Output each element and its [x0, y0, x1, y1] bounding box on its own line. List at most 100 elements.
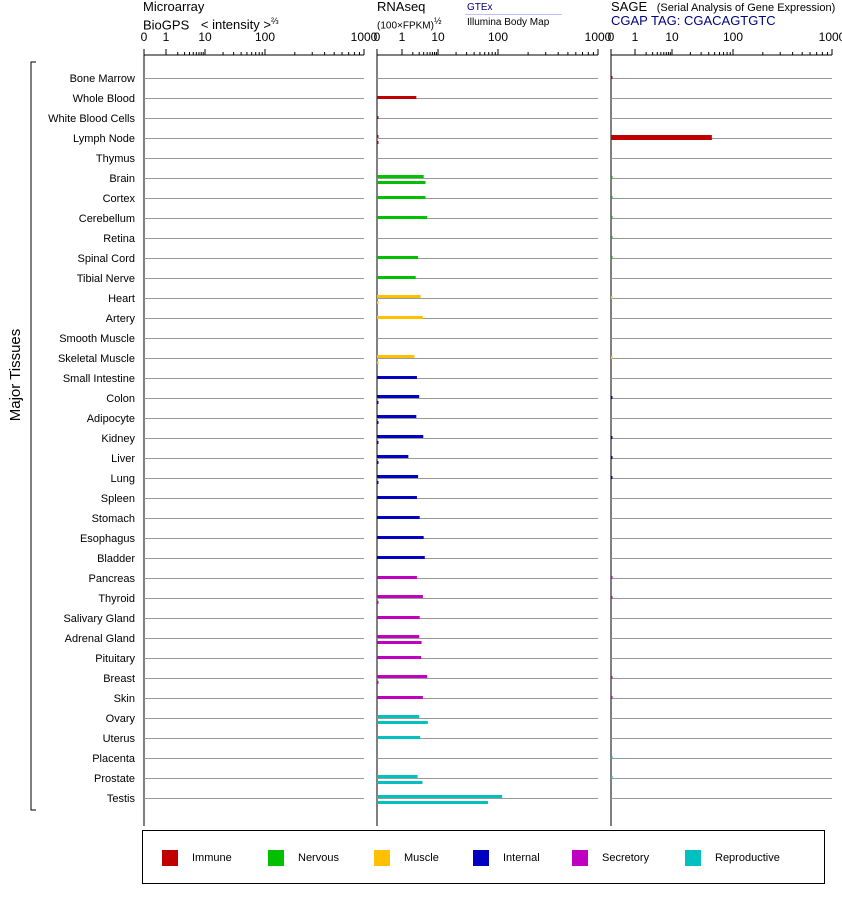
microarray-subtitle: BioGPS < intensity >⅔: [143, 14, 279, 32]
rnaseq-bar: [377, 216, 428, 219]
tissue-label: Stomach: [92, 513, 135, 525]
tissue-row: Liver: [111, 453, 832, 465]
tissue-label: Skeletal Muscle: [58, 353, 135, 365]
rnaseq-bar: [377, 256, 419, 259]
rnaseq-bar: [377, 635, 420, 638]
tissue-row: Cerebellum: [79, 213, 832, 225]
rnaseq-bar: [377, 175, 424, 178]
sage-bar: [611, 216, 613, 219]
rnaseq-bar: [377, 556, 425, 559]
legend-label-immune: Immune: [192, 852, 232, 864]
tissue-label: Breast: [103, 673, 135, 685]
rnaseq-bar: [377, 775, 418, 778]
sage-bar: [611, 696, 613, 699]
sage-title-row: SAGE (Serial Analysis of Gene Expression…: [611, 0, 835, 15]
tissue-label: Adrenal Gland: [65, 633, 135, 645]
rnaseq-bar: [377, 536, 424, 539]
tissue-label: Testis: [107, 793, 136, 805]
tissue-row: Placenta: [92, 753, 832, 765]
sage-tick-label: 0: [608, 30, 615, 44]
tissue-label: Lymph Node: [73, 133, 135, 145]
tissue-label: Cerebellum: [79, 213, 135, 225]
rnaseq-bar: [377, 656, 422, 659]
microarray-tick-label: 1: [163, 30, 170, 44]
microarray-intensity-label: < intensity >: [200, 17, 271, 33]
microarray-source: BioGPS: [143, 17, 190, 33]
rnaseq-bar: [377, 675, 428, 678]
rnaseq-bar: [377, 361, 379, 364]
rnaseq-bar: [377, 276, 416, 279]
rnaseq-bar: [377, 181, 426, 184]
sage-bar: [611, 456, 613, 459]
sage-bar: [611, 776, 613, 779]
tissue-row: Cortex: [103, 193, 832, 205]
tissue-label: Ovary: [106, 713, 136, 725]
legend-swatch-reproductive: [685, 850, 701, 866]
rnaseq-bar: [377, 496, 417, 499]
tissue-row: Thymus: [96, 153, 832, 165]
rnaseq-source-divider: [465, 14, 562, 15]
sage-bar: [611, 476, 613, 479]
tissue-label: Bladder: [97, 553, 135, 565]
tissue-label: Thymus: [96, 153, 136, 165]
tissue-label: Prostate: [94, 773, 135, 785]
rnaseq-source-gtex: GTEx: [467, 2, 493, 13]
sage-bar: [611, 256, 613, 259]
tissue-label: Bone Marrow: [70, 73, 135, 85]
rnaseq-bar: [377, 616, 420, 619]
tissue-label: Skin: [114, 693, 135, 705]
sage-bar: [611, 176, 613, 179]
rnaseq-bar: [377, 461, 379, 464]
rnaseq-bar: [377, 116, 379, 119]
tissue-row: Pituitary: [95, 653, 832, 665]
rnaseq-exponent: ½: [433, 16, 442, 26]
sage-bar: [611, 236, 613, 239]
legend-item-internal: Internal: [473, 850, 540, 866]
rnaseq-bar: [377, 641, 422, 644]
sage-bar: [611, 196, 613, 199]
tissue-label: Whole Blood: [73, 93, 135, 105]
microarray-tick-label: 0: [141, 30, 148, 44]
tissue-row: Breast: [103, 673, 832, 685]
rnaseq-bar: [377, 801, 488, 804]
tissue-row: Small Intestine: [63, 373, 832, 385]
tissue-row: White Blood Cells: [48, 113, 832, 125]
rnaseq-source-illumina: Illumina Body Map: [467, 17, 550, 28]
tissue-group-bracket: [30, 61, 36, 811]
rnaseq-tick-label: 10: [431, 30, 445, 44]
microarray-tick-label: 1000: [351, 30, 378, 44]
microarray-tick-label: 100: [255, 30, 275, 44]
sage-bar: [611, 396, 613, 399]
sage-bar: [611, 756, 613, 759]
rnaseq-bar: [377, 455, 409, 458]
rnaseq-bar: [377, 781, 423, 784]
tissue-label: Pituitary: [95, 653, 135, 665]
sage-tick-label: 1: [632, 30, 639, 44]
legend-item-muscle: Muscle: [374, 850, 439, 866]
rnaseq-bar: [377, 96, 417, 99]
tissue-row: Pancreas: [89, 573, 832, 585]
tissue-label: Kidney: [101, 433, 135, 445]
tissue-row: Lung: [111, 473, 832, 485]
tissue-label: Cortex: [103, 193, 136, 205]
rnaseq-bar: [377, 141, 379, 144]
rnaseq-bar: [377, 435, 424, 438]
legend-label-muscle: Muscle: [404, 852, 439, 864]
sage-bar: [611, 596, 613, 599]
legend-item-immune: Immune: [162, 850, 232, 866]
tissue-row: Esophagus: [80, 533, 832, 545]
rnaseq-bar: [377, 415, 417, 418]
tissue-label: Thyroid: [98, 593, 135, 605]
tissue-label: Retina: [103, 233, 136, 245]
tissue-row: Skeletal Muscle: [58, 353, 832, 365]
legend-swatch-muscle: [374, 850, 390, 866]
sage-bar: [611, 76, 613, 79]
tissue-row: Salivary Gland: [63, 613, 832, 625]
tissue-row: Tibial Nerve: [77, 273, 832, 285]
rnaseq-units: (100×FPKM)½: [377, 16, 441, 31]
tissue-label: Brain: [109, 173, 135, 185]
rnaseq-bar: [377, 475, 419, 478]
legend-swatch-immune: [162, 850, 178, 866]
tissue-row: Smooth Muscle: [59, 333, 832, 345]
tissue-label: Uterus: [103, 733, 136, 745]
